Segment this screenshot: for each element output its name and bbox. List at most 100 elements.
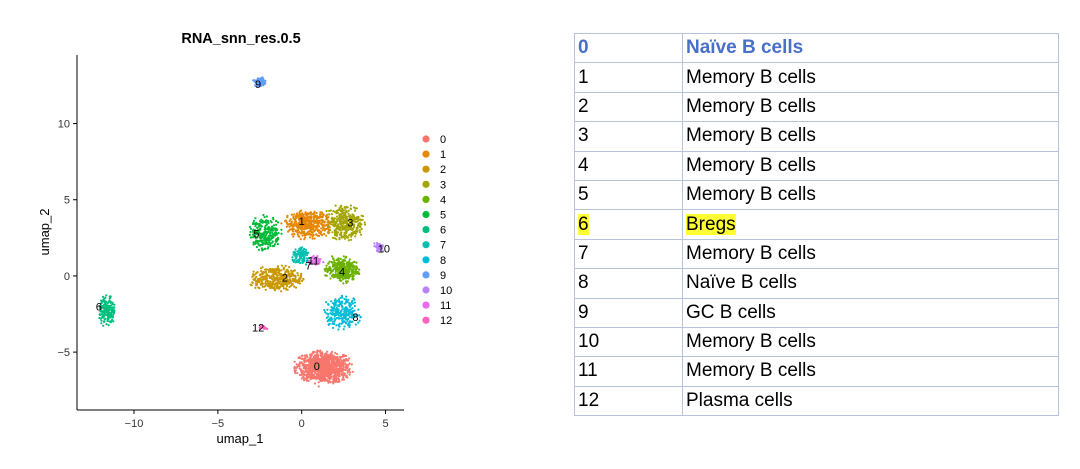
point [332, 309, 335, 312]
point [329, 267, 332, 270]
point [358, 221, 361, 224]
point [315, 221, 318, 224]
point [305, 254, 309, 257]
point [335, 369, 338, 373]
point [265, 268, 269, 271]
point [253, 80, 256, 83]
point [356, 220, 359, 223]
point [254, 286, 257, 289]
point [273, 283, 276, 286]
point [341, 212, 345, 215]
point [252, 274, 255, 277]
point [293, 221, 296, 224]
point [318, 234, 321, 237]
point [277, 285, 281, 289]
point [322, 379, 325, 382]
point [328, 360, 331, 363]
point [340, 314, 343, 317]
point [280, 290, 283, 293]
point [351, 266, 354, 269]
point [302, 230, 305, 234]
cluster-id: 11 [578, 360, 598, 382]
point [348, 302, 351, 305]
cell-type: GC B cells [686, 301, 776, 323]
point [327, 216, 330, 219]
point [302, 278, 305, 281]
point [334, 356, 337, 359]
point [296, 224, 299, 227]
point [305, 359, 308, 362]
point [272, 227, 275, 230]
point [278, 272, 281, 275]
point [248, 233, 251, 236]
point [331, 363, 334, 366]
point [257, 248, 260, 251]
cluster-label-7: 7 [305, 260, 311, 272]
point [288, 225, 291, 228]
point [329, 356, 332, 359]
point [351, 310, 354, 313]
point [352, 297, 355, 300]
point [285, 283, 288, 286]
point [290, 282, 293, 285]
point [335, 212, 338, 215]
point [375, 246, 378, 249]
point [255, 245, 258, 249]
point [297, 228, 300, 231]
point [265, 233, 268, 236]
cluster-label-2: 2 [282, 272, 288, 284]
point [294, 248, 297, 251]
legend-key-6 [422, 226, 430, 234]
point [339, 209, 342, 212]
point [272, 224, 276, 227]
point [348, 234, 351, 237]
point [303, 259, 306, 262]
point [267, 282, 270, 286]
point [267, 222, 270, 225]
point [326, 350, 329, 353]
legend-key-10 [422, 286, 430, 294]
point [333, 233, 337, 236]
point [332, 307, 335, 310]
point [340, 364, 343, 367]
point [100, 322, 103, 325]
point [356, 315, 359, 318]
point [344, 313, 347, 316]
legend-key-2 [422, 165, 430, 173]
point [343, 206, 346, 209]
point [262, 248, 265, 251]
point [271, 232, 274, 235]
point [309, 358, 313, 361]
legend-label-11: 11 [440, 300, 451, 312]
cluster-id-cell: 6 [574, 209, 683, 240]
point [277, 277, 281, 280]
point [337, 231, 340, 234]
point [332, 257, 335, 260]
point [328, 213, 331, 216]
point [293, 269, 296, 272]
point [314, 367, 317, 370]
cluster-id: 6 [578, 213, 589, 235]
point [291, 233, 294, 236]
point [266, 228, 269, 231]
point [265, 215, 268, 218]
point [109, 315, 113, 318]
point [251, 281, 254, 284]
cluster-points-5 [248, 213, 283, 252]
point [354, 209, 357, 212]
point [328, 209, 331, 212]
point [314, 260, 317, 263]
point [108, 304, 111, 308]
table-row: 1 Memory B cells [574, 62, 1059, 93]
point [317, 365, 320, 368]
point [107, 300, 110, 303]
point [313, 359, 316, 362]
point [312, 220, 315, 223]
point [285, 225, 288, 228]
point [312, 233, 315, 237]
point [319, 213, 322, 216]
point [345, 300, 348, 303]
point [344, 368, 347, 372]
point [293, 258, 296, 262]
